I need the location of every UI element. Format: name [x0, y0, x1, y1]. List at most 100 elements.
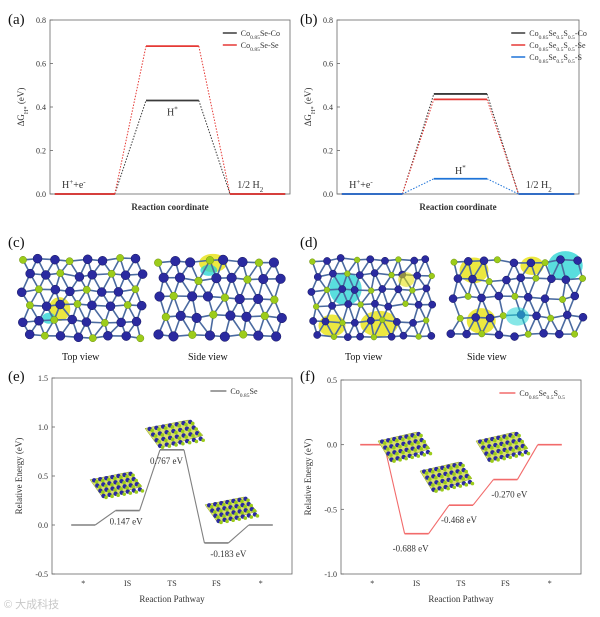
co-atom: [87, 270, 97, 280]
chart-f: -1.0 -0.5 0.0 0.5 Relative Energy (eV) Reacti…: [303, 376, 582, 604]
energy-annotation: -0.688 eV: [393, 544, 429, 554]
co-atom: [234, 293, 245, 305]
se-atom: [35, 285, 43, 294]
se-atom: [354, 256, 361, 264]
se-atom: [514, 454, 519, 458]
x-tick-label: *: [370, 579, 374, 588]
slab-inset: [89, 471, 145, 500]
co-atom: [393, 318, 401, 326]
y-tick-label: 0.6: [36, 60, 46, 69]
caption-c-top: Top view: [62, 352, 100, 363]
co-atom: [253, 330, 264, 341]
se-atom: [470, 481, 475, 486]
co-atom: [350, 318, 359, 327]
se-atom: [153, 434, 158, 438]
co-atom: [366, 316, 375, 325]
co-atom: [523, 292, 533, 302]
plot-frame: [51, 377, 293, 575]
co-atom: [113, 287, 124, 297]
se-atom: [65, 257, 74, 266]
se-atom: [430, 470, 435, 474]
se-atom: [385, 447, 390, 451]
y-axis-title: ΔGH* (eV): [16, 88, 30, 127]
se-atom: [579, 275, 587, 282]
se-atom: [181, 441, 185, 446]
se-atom: [270, 295, 279, 304]
structure-d-side-view: [446, 251, 588, 341]
se-atom: [194, 439, 199, 444]
se-atom: [508, 442, 512, 446]
se-atom: [131, 473, 135, 478]
se-atom: [191, 434, 195, 438]
se-atom: [221, 502, 226, 507]
se-atom: [511, 292, 519, 300]
se-atom: [187, 440, 192, 445]
se-atom: [499, 450, 503, 455]
co-atom: [237, 256, 248, 268]
se-atom: [547, 314, 555, 322]
se-atom: [19, 256, 27, 264]
se-atom: [243, 504, 247, 509]
se-atom: [368, 287, 375, 294]
se-atom: [398, 458, 402, 462]
se-atom: [177, 436, 182, 440]
se-atom: [490, 446, 494, 450]
se-atom: [167, 431, 171, 436]
se-atom: [107, 489, 111, 493]
se-atom: [461, 477, 466, 481]
panel-label-f: (f): [300, 369, 315, 385]
co-atom: [338, 285, 347, 293]
co-atom: [24, 329, 35, 340]
se-atom: [339, 319, 346, 326]
se-atom: [113, 488, 117, 492]
y-tick-label: -1.0: [324, 570, 337, 579]
se-atom: [517, 433, 521, 438]
energy-annotation: 0.767 eV: [150, 456, 183, 466]
se-atom: [496, 458, 500, 462]
co-atom: [87, 300, 97, 311]
co-atom: [120, 270, 131, 280]
se-atom: [252, 508, 257, 513]
se-atom: [26, 301, 34, 310]
se-atom: [446, 486, 450, 491]
se-atom: [450, 258, 458, 266]
se-atom: [395, 256, 402, 263]
pathway-connector: [428, 504, 450, 534]
x-tick-label: IS: [413, 579, 420, 588]
se-atom: [222, 514, 226, 518]
co-atom: [55, 299, 65, 310]
se-atom: [485, 278, 493, 285]
isosurface-lobe: [505, 307, 530, 326]
energy-connector-Co0.85Se0.5S0.5-Co: [401, 93, 435, 195]
energy-connector-Co0.85Se-Co: [198, 100, 231, 195]
se-atom: [97, 485, 102, 489]
se-atom: [523, 445, 528, 450]
se-atom: [209, 505, 214, 509]
se-atom: [464, 469, 468, 474]
se-atom: [410, 455, 415, 460]
energy-connector-Co0.85Se-Co: [114, 100, 147, 195]
y-tick-label: 0.0: [36, 190, 46, 199]
se-atom: [88, 334, 97, 343]
co-atom: [562, 310, 572, 320]
se-atom: [197, 432, 202, 437]
co-atom: [275, 273, 286, 284]
se-atom: [449, 466, 453, 470]
plot-frame: [340, 379, 582, 575]
se-atom: [106, 477, 111, 482]
watermark-logo: © 大成科技: [4, 599, 60, 611]
se-atom: [231, 506, 235, 511]
se-atom: [136, 334, 145, 343]
se-atom: [437, 482, 441, 486]
caption-d-side: Side view: [467, 352, 507, 363]
legend-entry: Co0.85Se-Co: [241, 29, 280, 41]
co-atom: [158, 272, 169, 283]
se-atom: [449, 479, 453, 484]
co-atom: [540, 294, 550, 303]
se-atom: [216, 515, 220, 520]
se-atom: [194, 427, 199, 431]
se-atom: [395, 452, 399, 456]
se-atom: [246, 510, 251, 514]
x-axis-title: Reaction Pathway: [428, 594, 494, 604]
co-atom: [82, 254, 93, 265]
